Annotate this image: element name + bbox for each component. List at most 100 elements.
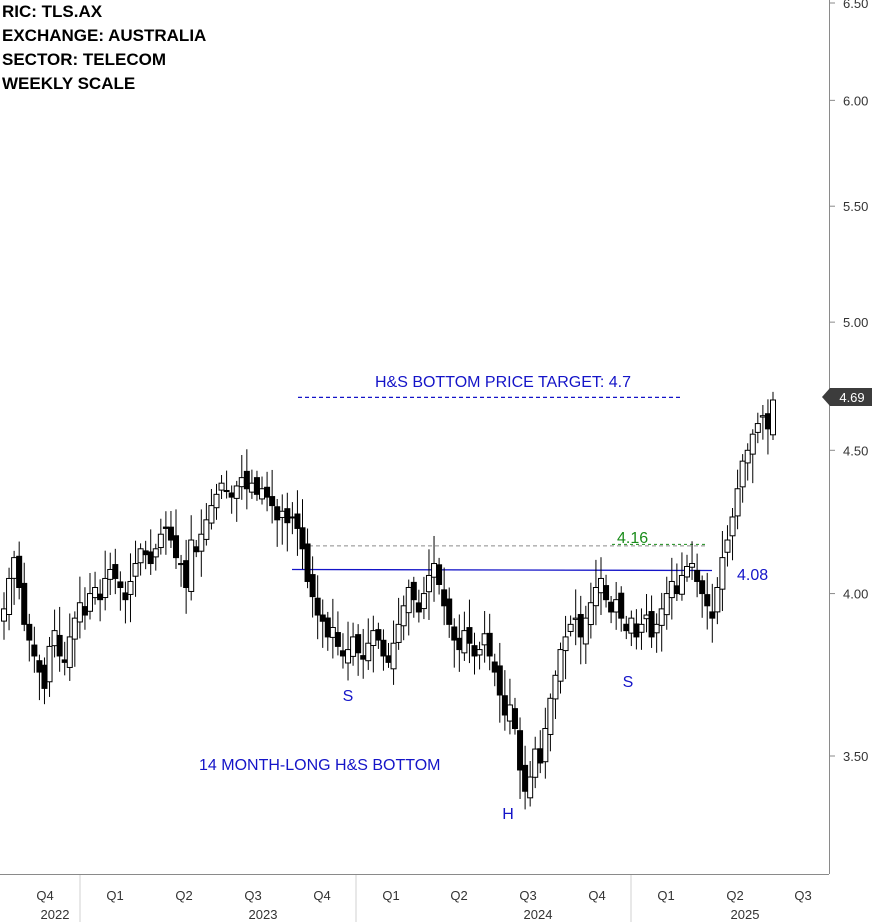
candle-body — [92, 587, 99, 599]
candle — [289, 502, 296, 535]
candle — [643, 594, 650, 633]
candle-body — [350, 636, 357, 657]
candle — [603, 574, 610, 608]
candle — [218, 475, 225, 500]
candle-body — [689, 563, 696, 568]
candle — [375, 622, 382, 649]
candle-body — [694, 569, 701, 582]
candle-body — [638, 623, 645, 633]
candle — [461, 611, 468, 661]
candle-body — [319, 614, 326, 622]
candle-body — [623, 623, 630, 632]
candle — [152, 543, 159, 571]
candle-body — [107, 568, 114, 580]
candle — [618, 586, 625, 632]
candle — [157, 518, 164, 555]
candle-body — [26, 623, 33, 641]
x-year-label: 2024 — [524, 907, 553, 922]
candle-body — [339, 650, 346, 657]
candle-body — [223, 489, 230, 493]
exchange-label: EXCHANGE: AUSTRALIA — [2, 26, 207, 45]
candle — [537, 730, 544, 774]
candle — [668, 557, 675, 620]
candle-body — [704, 594, 711, 607]
candle-body — [446, 598, 453, 625]
candle-body — [496, 665, 503, 696]
candle — [11, 550, 18, 605]
x-quarter-label: Q2 — [726, 888, 743, 903]
y-tick-label: 4.00 — [843, 587, 868, 602]
candle-body — [628, 617, 635, 634]
candle — [638, 608, 645, 650]
candle — [26, 613, 33, 662]
candle-body — [243, 470, 250, 490]
candle-body — [754, 423, 761, 433]
candle-body — [6, 577, 13, 615]
level-lines — [291, 396, 713, 572]
candle-body — [678, 574, 685, 595]
candle — [56, 606, 63, 672]
candle — [709, 583, 716, 643]
candle-body — [127, 580, 134, 595]
candle — [385, 642, 392, 668]
candle-body — [729, 516, 736, 537]
candle — [466, 599, 473, 664]
candle-body — [734, 488, 741, 517]
candle — [16, 541, 23, 600]
candle — [648, 595, 655, 648]
candle-body — [709, 611, 716, 619]
candle-body — [274, 506, 281, 521]
candle-body — [683, 566, 690, 578]
candle — [699, 575, 706, 618]
x-quarter-label: Q1 — [657, 888, 674, 903]
candle — [557, 642, 564, 694]
candle — [608, 595, 615, 624]
candle-body — [663, 593, 670, 616]
candle — [582, 605, 589, 664]
y-tick-label: 6.50 — [843, 0, 868, 11]
ric-label: RIC: TLS.AX — [2, 2, 103, 21]
x-year-label: 2023 — [249, 907, 278, 922]
candle — [61, 641, 68, 676]
x-quarter-label: Q4 — [313, 888, 330, 903]
x-quarter-label: Q1 — [382, 888, 399, 903]
candle-body — [744, 449, 751, 464]
candle-body — [592, 587, 599, 607]
candle-body — [431, 563, 438, 578]
candle — [294, 490, 301, 556]
x-quarter-label: Q2 — [450, 888, 467, 903]
candle — [400, 595, 407, 641]
candle — [532, 736, 539, 789]
candle — [188, 515, 195, 601]
candle — [527, 761, 534, 807]
candle-body — [97, 593, 104, 601]
candle-body — [11, 557, 18, 579]
candle-body — [324, 617, 331, 638]
candle — [183, 539, 190, 614]
candle-layer — [1, 391, 776, 810]
candle — [395, 597, 402, 650]
candle — [764, 399, 771, 455]
candle-body — [476, 649, 483, 656]
candle — [481, 611, 488, 663]
candle — [71, 611, 78, 667]
candle — [567, 615, 574, 637]
candle-body — [147, 551, 154, 565]
candle — [259, 476, 266, 505]
candle — [653, 613, 660, 653]
candle-body — [552, 674, 559, 700]
candle — [1, 592, 7, 640]
candle-body — [178, 563, 185, 566]
candle-body — [228, 492, 235, 498]
candle-body — [537, 748, 544, 764]
candle — [678, 552, 685, 601]
candle — [360, 628, 367, 679]
candle-body — [506, 704, 513, 722]
candle — [102, 550, 109, 611]
candle-body — [436, 564, 443, 585]
candle-body — [360, 655, 367, 660]
last-price-tag-shape — [822, 388, 872, 406]
candle-body — [648, 611, 655, 638]
candle — [264, 471, 271, 512]
